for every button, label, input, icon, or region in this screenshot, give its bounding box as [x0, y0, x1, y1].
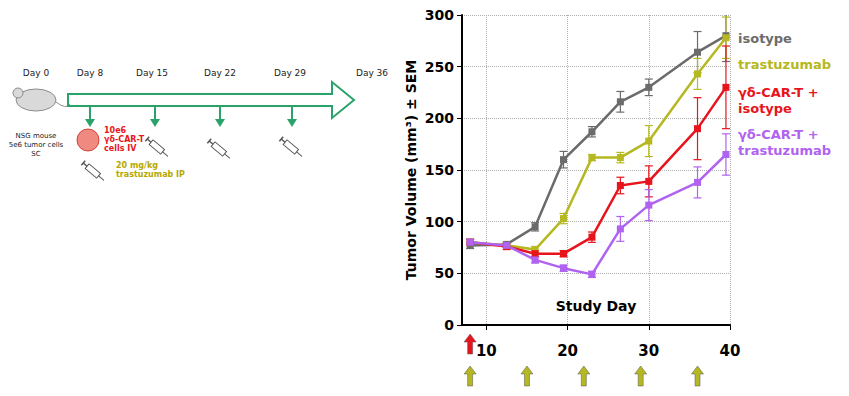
svg-text:30: 30: [638, 342, 659, 360]
svg-text:0: 0: [444, 317, 454, 333]
svg-text:γδ-CAR-T: γδ-CAR-T: [104, 135, 145, 144]
svg-text:cells IV: cells IV: [104, 144, 137, 153]
svg-text:isotype: isotype: [738, 101, 792, 116]
svg-text:10: 10: [476, 342, 497, 360]
svg-text:50: 50: [435, 265, 455, 281]
svg-text:trastuzumab: trastuzumab: [738, 57, 831, 72]
svg-text:γδ-CAR-T +: γδ-CAR-T +: [738, 127, 823, 142]
svg-text:10e6: 10e6: [104, 126, 127, 135]
svg-text:150: 150: [425, 162, 454, 178]
svg-text:Day 22: Day 22: [204, 68, 236, 78]
svg-text:Day 15: Day 15: [136, 68, 168, 78]
svg-text:5e6 tumor cells: 5e6 tumor cells: [9, 141, 64, 149]
svg-text:SC: SC: [31, 150, 40, 158]
svg-text:Study Day: Study Day: [556, 298, 637, 314]
svg-text:250: 250: [425, 59, 454, 75]
svg-text:200: 200: [425, 110, 454, 126]
svg-text:100: 100: [425, 214, 454, 230]
svg-text:isotype: isotype: [738, 31, 792, 46]
svg-text:Day 29: Day 29: [274, 68, 306, 78]
svg-text:Tumor Volume (mm³) ± SEM: Tumor Volume (mm³) ± SEM: [403, 60, 419, 281]
svg-text:40: 40: [720, 342, 741, 360]
svg-text:20 mg/kg: 20 mg/kg: [116, 161, 158, 170]
svg-text:trastuzumab: trastuzumab: [738, 143, 831, 158]
svg-text:Day 8: Day 8: [77, 68, 104, 78]
svg-text:trastuzumab IP: trastuzumab IP: [116, 170, 185, 179]
svg-text:300: 300: [425, 7, 454, 23]
svg-text:20: 20: [557, 342, 578, 360]
svg-text:Day 0: Day 0: [23, 68, 50, 78]
svg-text:γδ-CAR-T +: γδ-CAR-T +: [738, 85, 823, 100]
svg-text:Day 36: Day 36: [356, 68, 388, 78]
svg-text:NSG mouse: NSG mouse: [16, 132, 57, 140]
